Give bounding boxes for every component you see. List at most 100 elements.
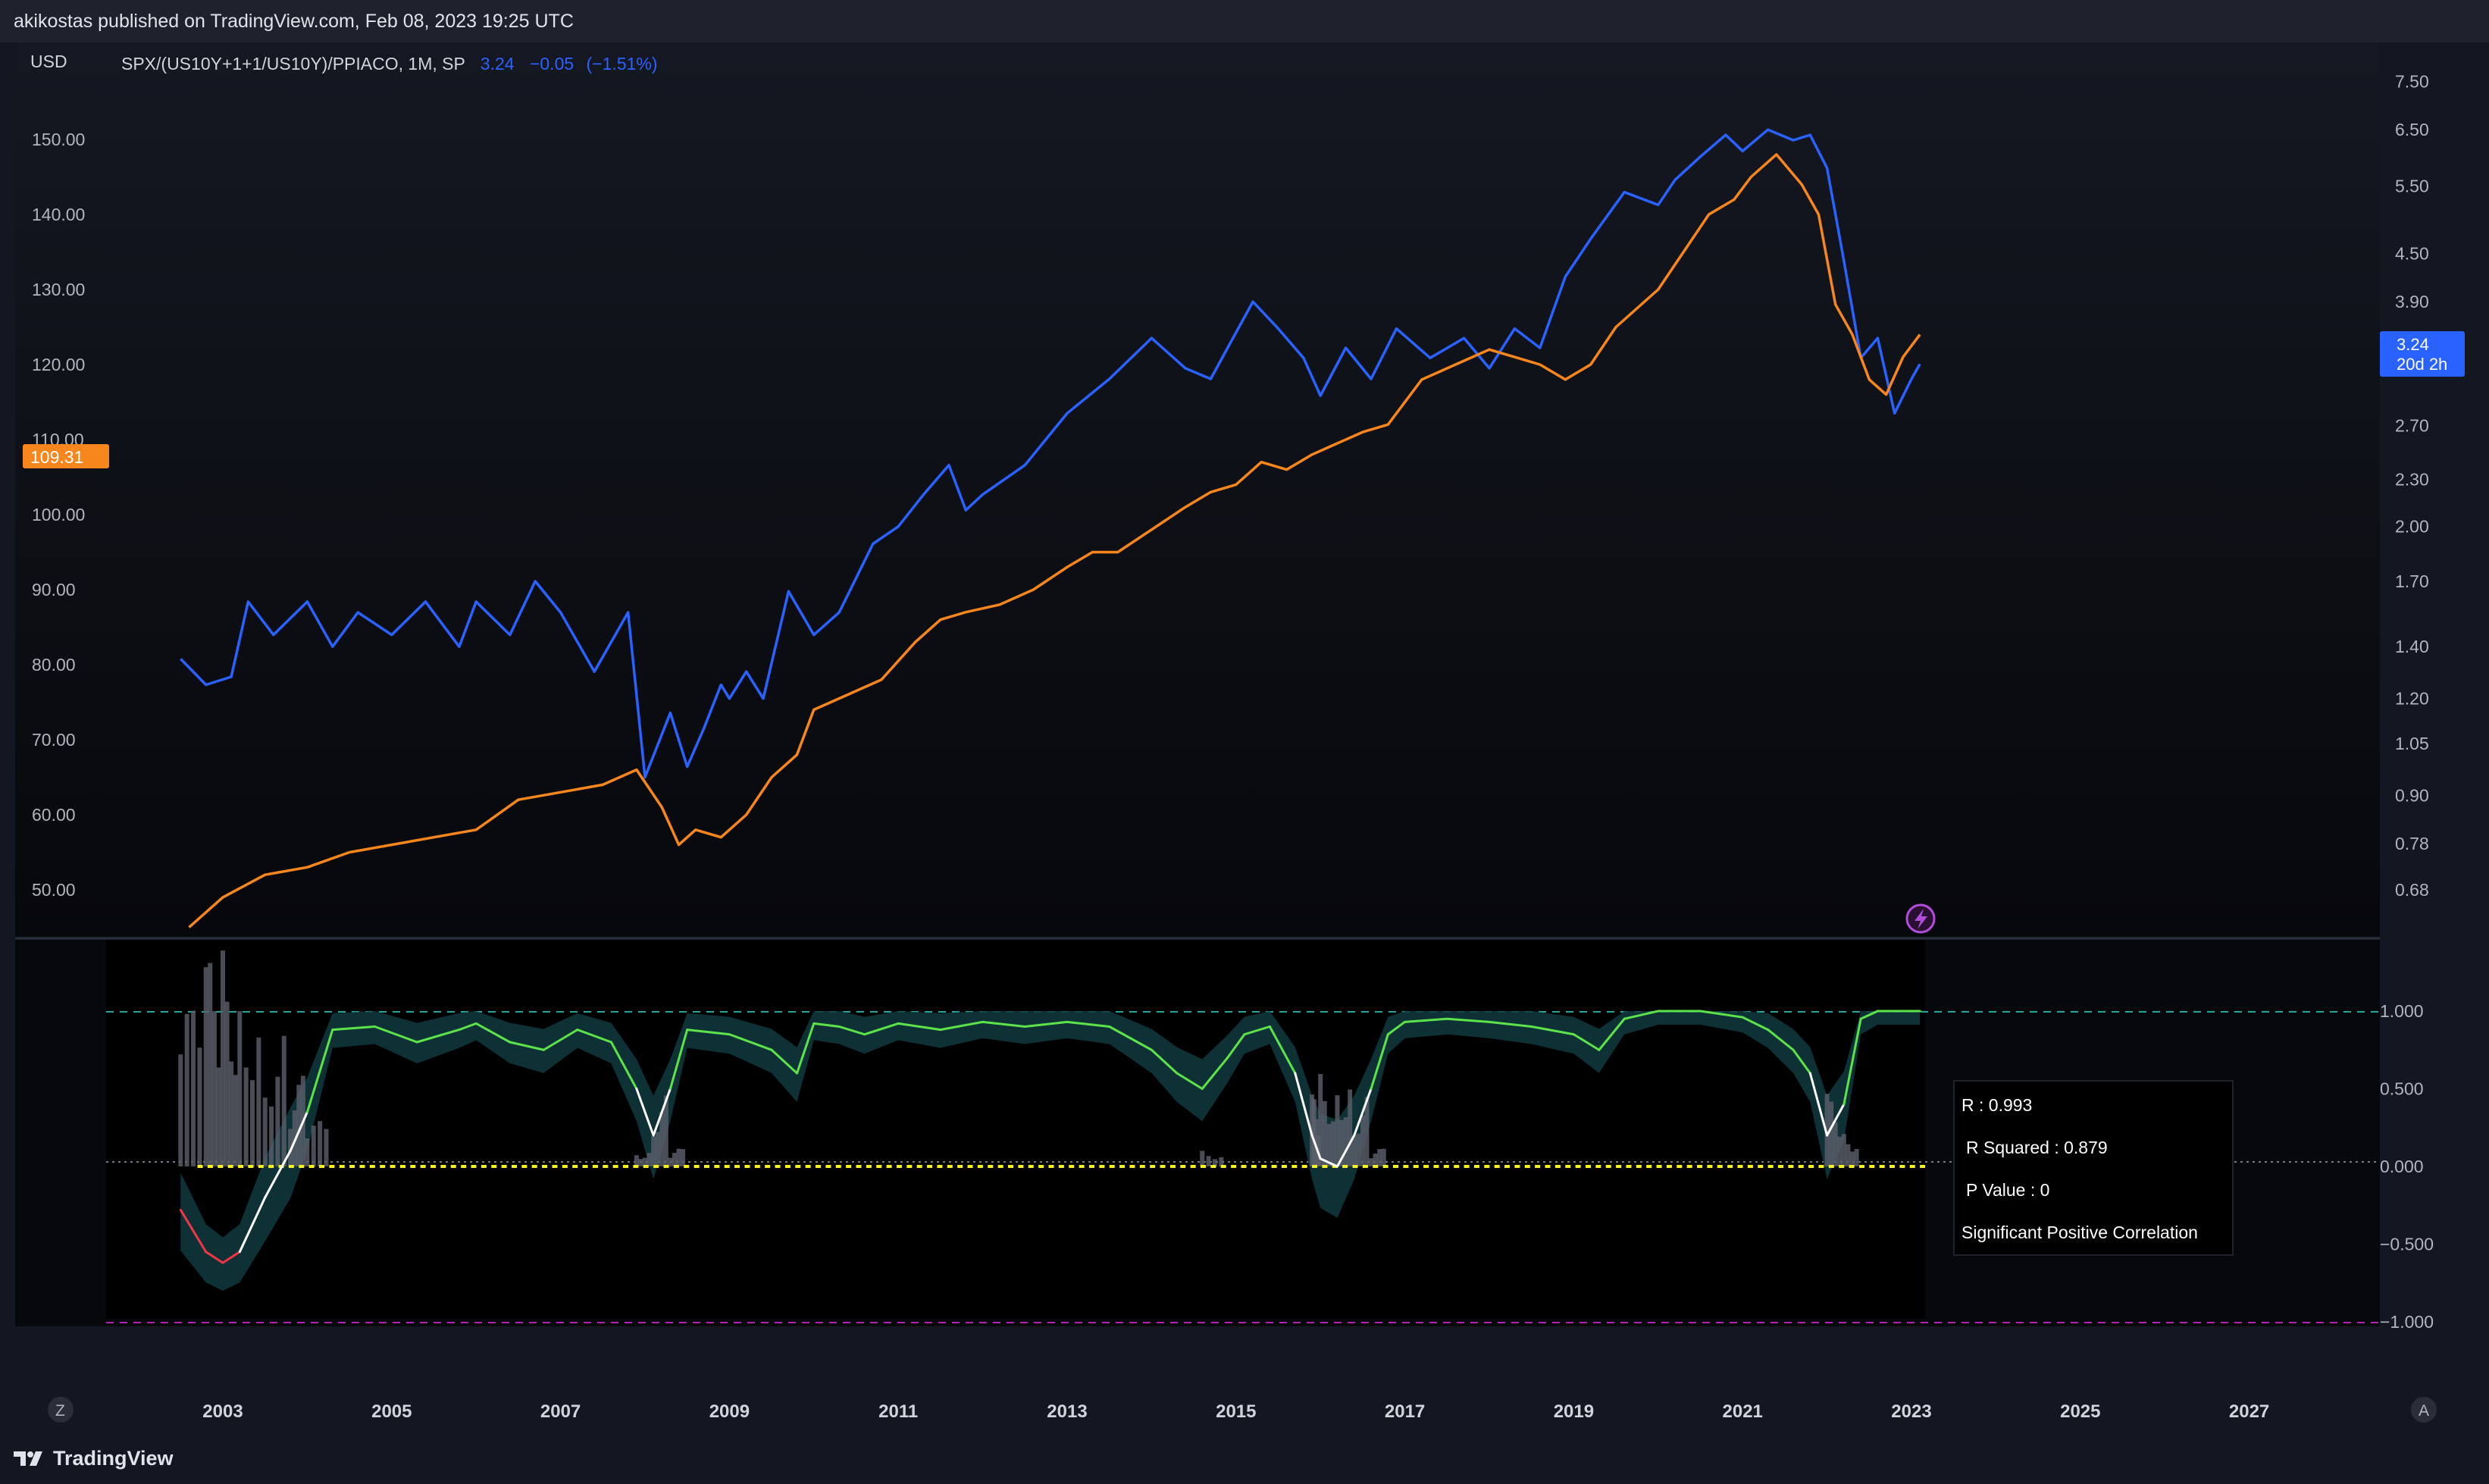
signal-dot bbox=[1099, 1165, 1105, 1168]
histogram-bar bbox=[249, 1080, 255, 1166]
signal-dot bbox=[238, 1165, 244, 1168]
signal-dot bbox=[653, 1165, 659, 1168]
signal-dot bbox=[592, 1165, 598, 1168]
signal-dot bbox=[1858, 1165, 1864, 1168]
right-price-axis[interactable]: 0.68 0.78 0.90 1.05 1.20 1.40 1.70 2.00 2.30 2.70… bbox=[2395, 72, 2429, 900]
signal-dot bbox=[876, 1165, 882, 1168]
histogram-bar bbox=[318, 1121, 323, 1166]
time-tick-label: 2027 bbox=[2229, 1401, 2269, 1422]
correlation-segment bbox=[1741, 1016, 1770, 1032]
signal-dot bbox=[471, 1165, 477, 1168]
correlation-segment bbox=[1226, 1033, 1246, 1059]
correlation-segment bbox=[264, 1150, 292, 1199]
signal-dot bbox=[1261, 1165, 1267, 1168]
left-tick-label: 130.00 bbox=[32, 280, 85, 299]
signal-dot bbox=[795, 1165, 801, 1168]
left-tick-label: 100.00 bbox=[32, 505, 85, 524]
histogram-bar bbox=[1850, 1151, 1855, 1166]
correlation-segment bbox=[576, 1028, 612, 1044]
signal-dot bbox=[775, 1165, 781, 1168]
signal-dot bbox=[1524, 1165, 1530, 1168]
correlation-segment bbox=[1335, 1134, 1356, 1168]
right-tick-label: 3.90 bbox=[2395, 292, 2429, 312]
histogram-bar bbox=[1837, 1136, 1842, 1166]
signal-dot bbox=[521, 1165, 528, 1168]
signal-dot bbox=[1220, 1165, 1226, 1168]
auto-scale-button[interactable]: A bbox=[2411, 1397, 2437, 1423]
tradingview-logo[interactable]: TradingView bbox=[14, 1445, 174, 1471]
indicator-tick-label: 0.000 bbox=[2380, 1157, 2424, 1176]
correlation-segment bbox=[1808, 1072, 1829, 1137]
correlation-segment bbox=[652, 1088, 672, 1137]
correlation-segment bbox=[1150, 1048, 1179, 1075]
lightning-alert-icon[interactable] bbox=[1905, 903, 1936, 934]
correlation-segment bbox=[668, 1028, 689, 1090]
signal-dot bbox=[1393, 1165, 1399, 1168]
chart-area[interactable]: USD SPX/(US10Y+1+1/US10Y)/PPIACO, 1M, SP… bbox=[0, 42, 2489, 1432]
right-tick-label: 7.50 bbox=[2395, 72, 2429, 92]
signal-dot bbox=[805, 1165, 811, 1168]
correlation-segment bbox=[1445, 1017, 1491, 1023]
left-tick-label: 90.00 bbox=[32, 580, 76, 600]
symbol-legend[interactable]: SPX/(US10Y+1+1/US10Y)/PPIACO, 1M, SP 3.2… bbox=[121, 54, 658, 74]
correlation-segment bbox=[1268, 1025, 1297, 1075]
signal-dot bbox=[1362, 1165, 1368, 1168]
histogram-bar bbox=[681, 1149, 686, 1166]
histogram-bar bbox=[647, 1153, 652, 1166]
main-pane[interactable] bbox=[15, 42, 2380, 937]
left-tick-label: 140.00 bbox=[32, 205, 85, 224]
signal-dot bbox=[1707, 1165, 1713, 1168]
signal-dot bbox=[1008, 1165, 1014, 1168]
signal-dot bbox=[1373, 1165, 1379, 1168]
zoom-button[interactable]: Z bbox=[48, 1397, 74, 1423]
signal-dot bbox=[572, 1165, 578, 1168]
histogram-bar bbox=[1219, 1157, 1224, 1166]
right-price-badge[interactable]: 3.24 20d 2h bbox=[2380, 331, 2465, 377]
signal-dot bbox=[1605, 1165, 1611, 1168]
correlation-segment bbox=[1699, 1010, 1744, 1019]
footer-bar: TradingView bbox=[0, 1432, 2489, 1484]
time-tick-label: 2025 bbox=[2060, 1401, 2100, 1422]
correlation-segment bbox=[1826, 1103, 1846, 1137]
signal-dot bbox=[1595, 1165, 1601, 1168]
signal-dot bbox=[1291, 1165, 1298, 1168]
signal-dot bbox=[1636, 1165, 1642, 1168]
signal-dot bbox=[1028, 1165, 1034, 1168]
signal-dot bbox=[754, 1165, 760, 1168]
histogram-bar bbox=[1854, 1149, 1859, 1166]
signal-dot bbox=[1565, 1165, 1571, 1168]
histogram-bar bbox=[1335, 1095, 1340, 1166]
price-change: −0.05 bbox=[530, 54, 574, 74]
time-tick-label: 2007 bbox=[540, 1401, 581, 1422]
signal-dot bbox=[359, 1165, 365, 1168]
signal-dot bbox=[1169, 1165, 1176, 1168]
signal-dot bbox=[1808, 1165, 1814, 1168]
signal-dot bbox=[349, 1165, 355, 1168]
signal-dot bbox=[1433, 1165, 1439, 1168]
signal-dot bbox=[734, 1165, 740, 1168]
signal-dot bbox=[511, 1165, 517, 1168]
time-axis[interactable] bbox=[15, 1387, 2380, 1432]
left-badge-value: 109.31 bbox=[30, 447, 83, 467]
indicator-axis[interactable]: 1.000 0.500 0.000 −0.500 −1.000 bbox=[2380, 1001, 2434, 1332]
signal-dot bbox=[329, 1165, 335, 1168]
signal-dot bbox=[1241, 1165, 1247, 1168]
histogram-bar bbox=[668, 1157, 673, 1166]
histogram-bar bbox=[229, 1061, 234, 1166]
histogram-bar bbox=[1833, 1122, 1838, 1166]
signal-dot bbox=[937, 1165, 943, 1168]
left-price-badge[interactable]: 109.31 bbox=[23, 444, 109, 468]
signal-dot bbox=[703, 1165, 709, 1168]
time-tick-label: 2011 bbox=[878, 1401, 918, 1422]
signal-dot bbox=[1849, 1165, 1855, 1168]
signal-dot bbox=[1828, 1165, 1834, 1168]
correlation-segment bbox=[542, 1028, 579, 1051]
signal-dot bbox=[1413, 1165, 1419, 1168]
signal-dot bbox=[501, 1165, 507, 1168]
histogram-bar bbox=[178, 1054, 183, 1166]
histogram-bar bbox=[216, 1067, 221, 1166]
time-tick-label: 2019 bbox=[1554, 1401, 1594, 1422]
signal-dot bbox=[784, 1165, 791, 1168]
time-tick-label: 2013 bbox=[1047, 1401, 1087, 1422]
signal-dot bbox=[988, 1165, 994, 1168]
